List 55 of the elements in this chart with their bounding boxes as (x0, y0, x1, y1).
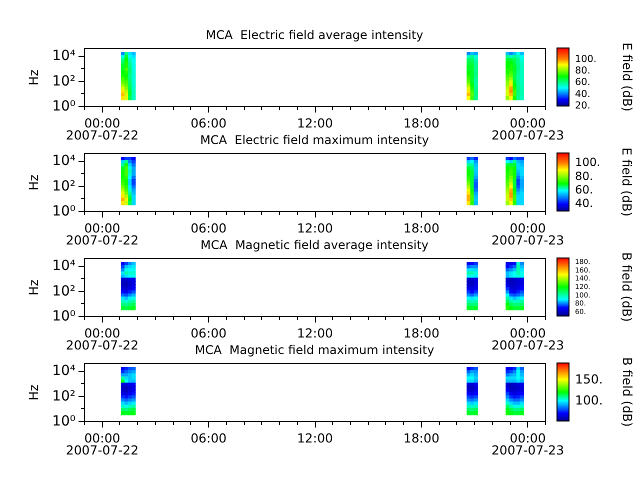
x-tick-label: 06:00 (190, 116, 227, 130)
x-tick-label: 00:00 2007-07-22 (66, 116, 139, 142)
color-bar-label: 150. (575, 372, 603, 387)
x-tick-label: 12:00 (296, 220, 334, 236)
x-tick-label: 12:00 (296, 116, 334, 130)
color-bar-title: E field (dB) (619, 147, 634, 217)
y-tick-label: 10⁰ (52, 204, 76, 220)
x-tick-label: 00:00 2007-07-23 (491, 116, 564, 142)
color-bar-title: B field (dB) (620, 357, 635, 427)
color-bar-label: 80. (575, 66, 590, 77)
y-tick-label: 10⁰ (52, 308, 76, 324)
y-tick-label: 10² (52, 388, 76, 404)
y-tick-label: 10² (52, 178, 76, 194)
x-tick-label: 12:00 (296, 430, 334, 446)
color-bar-label: 60. (575, 182, 594, 197)
color-bar-label: 40. (575, 88, 590, 100)
y-tick-label: 10⁴ (52, 363, 76, 380)
chart-title: MCA Electric field maximum intensity (200, 133, 429, 147)
color-bar-title: E field (dB) (620, 42, 636, 112)
y-axis-title: Hz (26, 69, 42, 86)
x-tick-label: 18:00 (403, 430, 440, 446)
y-axis-title: Hz (26, 174, 42, 190)
y-tick-label: 10⁰ (52, 98, 76, 114)
x-tick-label: 06:00 (190, 430, 227, 446)
x-tick-label: 06:00 (190, 220, 227, 236)
y-tick-label: 10² (52, 283, 76, 300)
color-bar-label: 80. (575, 168, 594, 183)
color-bar-label: 40. (575, 196, 594, 210)
x-tick-label: 00:00 2007-07-23 (491, 430, 564, 458)
y-tick-label: 10⁴ (52, 258, 76, 274)
color-bar-label: 100. (575, 155, 600, 170)
chart-title: MCA Magnetic field average intensity (200, 238, 429, 252)
color-bar-label: 100. (575, 54, 597, 66)
x-tick-label: 18:00 (403, 220, 440, 236)
color-bar-title: B field (dB) (619, 252, 634, 322)
y-tick-label: 10⁴ (52, 153, 76, 170)
x-tick-label: 00:00 2007-07-23 (491, 220, 564, 248)
y-tick-label: 10² (52, 73, 76, 90)
x-tick-label: 00:00 2007-07-22 (66, 430, 139, 458)
x-tick-label: 06:00 (190, 326, 227, 340)
x-tick-label: 12:00 (296, 326, 334, 340)
x-tick-label: 00:00 2007-07-23 (491, 326, 564, 352)
x-tick-label: 00:00 2007-07-22 (66, 326, 139, 352)
x-tick-label: 00:00 2007-07-22 (66, 220, 139, 248)
chart-title: MCA Magnetic field maximum intensity (194, 343, 434, 357)
color-bar-label: 20. (575, 100, 590, 112)
color-bar-label: 60. (575, 77, 590, 88)
y-tick-label: 10⁰ (52, 414, 76, 430)
chart-title: MCA Electric field average intensity (206, 28, 424, 42)
x-tick-label: 18:00 (403, 116, 440, 130)
y-tick-label: 10⁴ (52, 48, 76, 64)
color-bar-label: 100. (575, 392, 603, 408)
x-tick-label: 18:00 (403, 326, 440, 340)
y-axis-title: Hz (26, 279, 42, 296)
y-axis-title: Hz (26, 384, 42, 400)
